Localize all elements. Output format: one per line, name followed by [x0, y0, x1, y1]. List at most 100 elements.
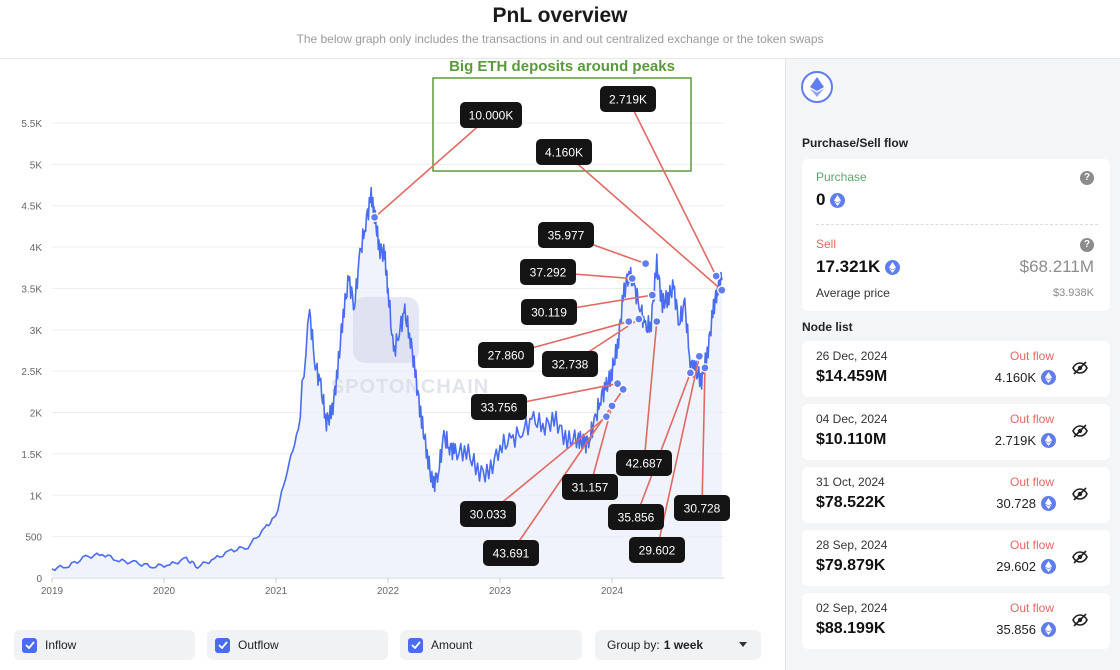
node-usd-value: $78.522K [816, 494, 886, 511]
amount-toggle[interactable]: Amount [400, 630, 582, 660]
amount-checkbox[interactable] [408, 637, 423, 653]
data-point [647, 290, 657, 300]
data-point [369, 212, 380, 222]
data-point [601, 412, 612, 422]
data-point [685, 368, 696, 378]
y-tick-label: 3K [30, 326, 43, 337]
watermark-logo [353, 297, 419, 363]
node-amount: 29.602 [996, 559, 1036, 574]
marker-label-box [520, 259, 576, 285]
eth-small-icon [1041, 559, 1056, 574]
marker-label: 30.728 [684, 502, 721, 516]
marker-connector [374, 114, 492, 218]
node-date: 26 Dec, 2024 [816, 349, 888, 363]
y-tick-label: 4K [30, 243, 43, 254]
data-point [627, 273, 637, 284]
annotation-box-label: Big ETH deposits around peaks [449, 59, 675, 75]
node-amount: 2.719K [994, 433, 1036, 448]
data-point [612, 378, 623, 389]
flow-card: Purchase ? 0 Sell ? 17.321K $68.211M Ave… [802, 159, 1110, 311]
node-date: 04 Dec, 2024 [816, 412, 888, 426]
x-tick-label: 2024 [601, 586, 624, 597]
eye-off-icon[interactable] [1072, 550, 1088, 569]
marker-label-box [460, 102, 522, 128]
ethereum-icon [801, 71, 833, 103]
marker-label-box [536, 139, 592, 165]
divider [816, 224, 1098, 225]
node-amount: 4.160K [994, 370, 1036, 385]
marker-label-box [608, 504, 664, 530]
y-tick-label: 0 [36, 574, 42, 585]
marker-connector [656, 356, 701, 551]
avg-price-value: $3.938K [1053, 287, 1094, 299]
marker-label-box [542, 351, 598, 377]
help-icon[interactable]: ? [1080, 238, 1094, 252]
inflow-toggle[interactable]: Inflow [14, 630, 195, 660]
data-point [694, 351, 705, 361]
marker-label-box [538, 222, 594, 248]
group-by-value: 1 week [663, 638, 704, 652]
marker-label-box [521, 299, 577, 325]
series-area [52, 187, 722, 578]
pnl-chart: 0 500 1K 1.5K 2K 2.5K 3K 3.5K 4K 4.5K 5K 5.5K 2019 20… [21, 59, 730, 597]
y-tick-label: 3.5K [21, 284, 42, 295]
marker-label: 43.691 [493, 547, 530, 561]
y-tick-label: 4.5K [21, 202, 42, 213]
page-title: PnL overview [492, 4, 628, 27]
node-list-item[interactable]: 26 Dec, 2024 $14.459M Out flow 4.160K [802, 341, 1110, 397]
x-tick-label: 2019 [41, 586, 64, 597]
data-point [717, 285, 727, 295]
node-list-item[interactable]: 28 Sep, 2024 $79.879K Out flow 29.602 [802, 530, 1110, 586]
y-tick-label: 5K [30, 160, 43, 171]
outflow-toggle[interactable]: Outflow [207, 630, 388, 660]
marker-label-box [471, 394, 527, 420]
amount-label: Amount [431, 638, 473, 652]
data-point [700, 363, 710, 373]
marker-connector [563, 151, 723, 291]
marker-label: 29.602 [639, 544, 676, 558]
eye-off-icon[interactable] [1072, 424, 1088, 443]
group-by-label: Group by: [607, 638, 660, 652]
node-date: 31 Oct, 2024 [816, 475, 885, 489]
data-point [711, 271, 721, 281]
eye-off-icon[interactable] [1072, 361, 1088, 380]
node-flow-type: Out flow [1009, 538, 1054, 552]
data-point [652, 316, 662, 327]
group-by-select[interactable]: Group by: 1 week [595, 630, 761, 660]
node-usd-value: $14.459M [816, 368, 888, 385]
eth-small-icon [1041, 370, 1056, 385]
data-point [640, 258, 651, 269]
marker-label: 42.687 [626, 457, 663, 471]
marker-connector [487, 416, 607, 515]
help-icon[interactable]: ? [1080, 171, 1094, 185]
y-tick-label: 1K [30, 491, 43, 502]
sell-usd-value: $68.211M [1019, 257, 1094, 276]
marker-connector [635, 372, 692, 518]
marker-label: 32.738 [552, 358, 589, 372]
marker-label-box [674, 495, 730, 521]
eth-small-icon [1041, 496, 1056, 511]
outflow-checkbox[interactable] [215, 637, 230, 653]
node-list-item[interactable]: 02 Sep, 2024 $88.199K Out flow 35.856 [802, 593, 1110, 649]
marker-label: 30.033 [470, 508, 507, 522]
node-list-item[interactable]: 04 Dec, 2024 $10.110M Out flow 2.719K [802, 404, 1110, 460]
marker-label-box [478, 342, 534, 368]
marker-connector [627, 98, 717, 277]
flow-section-title: Purchase/Sell flow [802, 136, 909, 150]
eye-off-icon[interactable] [1072, 487, 1088, 506]
node-flow-type: Out flow [1009, 412, 1054, 426]
avg-price-label: Average price [816, 286, 890, 300]
data-point [634, 314, 644, 324]
node-date: 28 Sep, 2024 [816, 538, 888, 552]
eye-off-icon[interactable] [1072, 613, 1088, 632]
node-usd-value: $79.879K [816, 557, 886, 574]
x-tick-label: 2023 [489, 586, 512, 597]
node-flow-type: Out flow [1009, 349, 1054, 363]
marker-label: 2.719K [609, 93, 647, 107]
header-divider [0, 58, 1120, 59]
inflow-checkbox[interactable] [22, 637, 37, 653]
node-list-item[interactable]: 31 Oct, 2024 $78.522K Out flow 30.728 [802, 467, 1110, 523]
marker-label-box [562, 474, 618, 500]
sell-amount: 17.321K [816, 257, 881, 276]
